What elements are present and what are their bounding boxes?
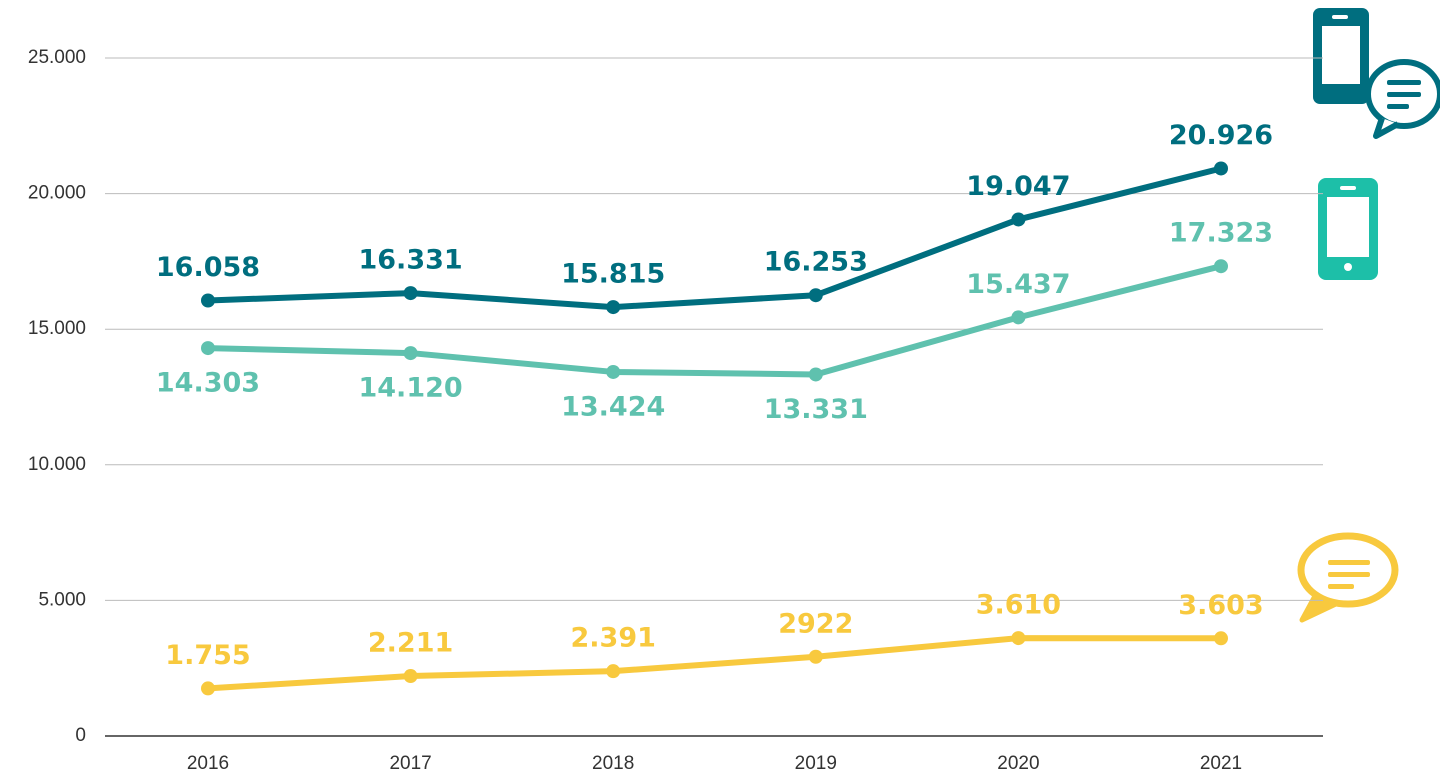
y-tick-label: 0	[75, 725, 86, 746]
point	[606, 300, 621, 315]
value-label: 2.391	[570, 623, 655, 654]
value-label: 13.424	[561, 391, 665, 422]
y-tick-label: 15.000	[28, 318, 86, 339]
point	[201, 681, 215, 696]
value-label: 16.253	[764, 247, 868, 278]
icon-phone-chat	[1313, 8, 1440, 139]
x-tick-label: 2019	[795, 753, 837, 774]
point	[606, 364, 621, 379]
point	[403, 346, 418, 361]
value-label: 2.211	[368, 628, 453, 659]
y-tick-label: 25.000	[28, 47, 86, 68]
point	[1011, 212, 1026, 227]
x-tick-label: 2016	[187, 753, 229, 774]
value-label: 16.331	[358, 245, 462, 276]
value-label: 14.303	[156, 368, 260, 399]
value-label: 1.755	[165, 640, 250, 671]
value-label: 15.437	[966, 269, 1070, 300]
point	[201, 341, 215, 356]
point	[808, 649, 823, 664]
value-label: 17.323	[1169, 218, 1273, 249]
point	[1011, 310, 1026, 325]
value-label: 3.610	[976, 590, 1061, 621]
icon-phone	[1318, 178, 1378, 280]
point	[1011, 631, 1026, 646]
y-tick-label: 20.000	[28, 183, 86, 204]
value-label: 13.331	[764, 394, 868, 425]
point	[808, 288, 823, 303]
line	[207, 263, 1222, 378]
point	[808, 367, 823, 382]
value-label: 3.603	[1178, 590, 1263, 621]
line	[207, 635, 1222, 692]
x-tick-label: 2018	[592, 753, 634, 774]
point	[606, 664, 621, 679]
line	[207, 165, 1222, 311]
point	[403, 669, 418, 684]
point	[403, 286, 418, 301]
value-label: 19.047	[966, 171, 1070, 202]
point	[1214, 631, 1228, 646]
y-tick-label: 5.000	[38, 589, 86, 610]
x-tick-label: 2020	[997, 753, 1039, 774]
x-tick-label: 2017	[389, 753, 431, 774]
y-tick-label: 10.000	[28, 454, 86, 475]
point	[201, 293, 215, 308]
value-label: 2922	[778, 608, 853, 639]
x-tick-label: 2021	[1200, 753, 1242, 774]
value-label: 14.120	[358, 373, 462, 404]
value-label: 16.058	[156, 252, 260, 283]
value-label: 20.926	[1169, 120, 1273, 151]
point	[1214, 259, 1228, 274]
value-label: 15.815	[561, 259, 665, 290]
point	[1214, 161, 1228, 176]
icon-chat	[1297, 532, 1399, 623]
